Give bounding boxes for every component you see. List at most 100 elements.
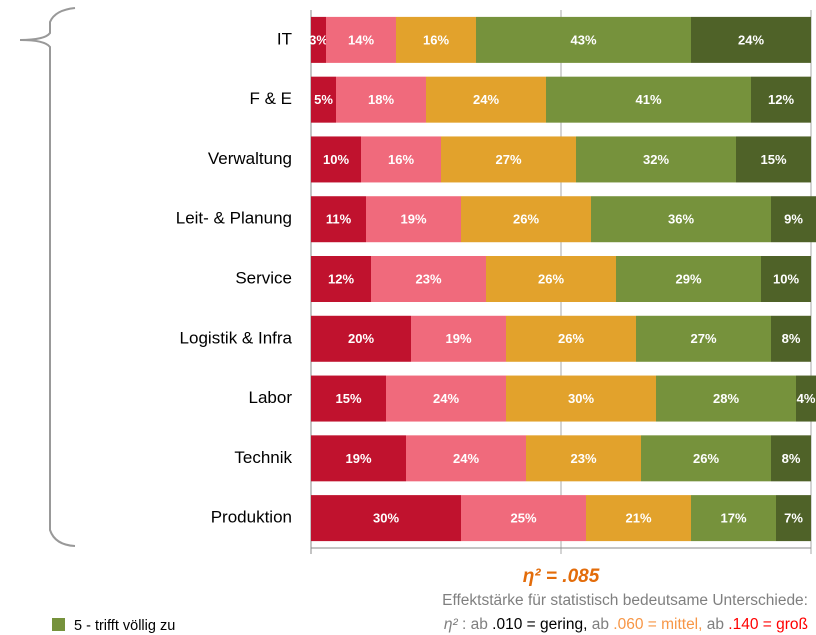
- effect-scale-part: ab: [702, 616, 728, 633]
- bar-segment: [761, 256, 811, 302]
- bar-segment: [311, 495, 461, 542]
- data-label: 36%: [668, 212, 694, 227]
- data-label: 3%: [309, 32, 328, 47]
- data-label: 23%: [415, 271, 441, 286]
- bar-segment: [411, 315, 506, 362]
- category-label: Verwaltung: [208, 149, 292, 168]
- legend-label: 5 - trifft völlig zu: [74, 618, 175, 634]
- bar-segment: [441, 136, 576, 183]
- data-label: 18%: [368, 92, 394, 107]
- data-label: 28%: [713, 391, 739, 406]
- data-label: 24%: [738, 32, 764, 47]
- effect-note: Effektstärke für statistisch bedeutsame …: [442, 592, 808, 609]
- data-label: 26%: [558, 331, 584, 346]
- bar-segment: [311, 375, 386, 422]
- bar-segment: [691, 495, 776, 542]
- bar-segment: [751, 76, 811, 123]
- data-label: 12%: [328, 271, 354, 286]
- effect-scale: η² : ab .010 = gering, ab .060 = mittel,…: [444, 616, 808, 633]
- category-label: Leit- & Planung: [176, 209, 292, 228]
- bar-segment: [361, 136, 441, 183]
- bar-segment: [396, 16, 476, 63]
- bar-segment: [311, 196, 366, 243]
- data-label: 24%: [453, 451, 479, 466]
- bar-segment: [656, 375, 796, 422]
- bar-segment: [426, 76, 546, 123]
- bar-segment: [636, 315, 771, 362]
- data-label: 4%: [797, 391, 816, 406]
- effect-scale-part: ab: [587, 616, 613, 633]
- data-label: 7%: [784, 511, 803, 526]
- bar-segment: [641, 435, 771, 482]
- bar-segment: [486, 256, 616, 302]
- bar-segment: [461, 196, 591, 243]
- bar-segment: [386, 375, 506, 422]
- effect-scale-part: .060 = mittel,: [613, 616, 702, 633]
- data-label: 27%: [495, 152, 521, 167]
- bar-segment: [546, 76, 751, 123]
- data-label: 30%: [373, 511, 399, 526]
- data-label: 27%: [690, 331, 716, 346]
- bar-segment: [476, 16, 691, 63]
- data-label: 8%: [782, 331, 801, 346]
- data-label: 26%: [693, 451, 719, 466]
- bar-segment: [311, 136, 361, 183]
- data-label: 21%: [625, 511, 651, 526]
- bar-segment: [366, 196, 461, 243]
- data-label: 12%: [768, 92, 794, 107]
- bar-segment: [326, 16, 396, 63]
- bar-segment: [371, 256, 486, 302]
- data-label: 30%: [568, 391, 594, 406]
- bar-segment: [776, 495, 811, 542]
- bar-segment: [406, 435, 526, 482]
- data-label: 24%: [433, 391, 459, 406]
- bar-segment: [311, 435, 406, 482]
- data-label: 32%: [643, 152, 669, 167]
- category-label: Labor: [249, 388, 293, 407]
- bar-segment: [311, 256, 371, 302]
- effect-scale-part: .140 = groß: [728, 616, 808, 633]
- bar-segment: [591, 196, 771, 243]
- data-label: 19%: [445, 331, 471, 346]
- brace: [19, 7, 76, 547]
- data-label: 10%: [323, 152, 349, 167]
- category-label: Logistik & Infra: [180, 328, 293, 347]
- data-label: 25%: [510, 511, 536, 526]
- data-label: 16%: [423, 32, 449, 47]
- data-label: 29%: [675, 271, 701, 286]
- data-label: 19%: [400, 212, 426, 227]
- bar-segment: [311, 76, 336, 123]
- category-label: Technik: [234, 448, 292, 467]
- bar-segment: [336, 76, 426, 123]
- data-label: 15%: [760, 152, 786, 167]
- bar-segment: [576, 136, 736, 183]
- bar-segment: [771, 315, 811, 362]
- data-label: 8%: [782, 451, 801, 466]
- bar-segment: [771, 435, 811, 482]
- data-label: 26%: [513, 212, 539, 227]
- bar-segment: [616, 256, 761, 302]
- bar-segment: [796, 375, 816, 422]
- data-label: 23%: [570, 451, 596, 466]
- effect-scale-part: .010 = gering,: [492, 616, 587, 633]
- data-label: 10%: [773, 271, 799, 286]
- category-label: Service: [235, 268, 292, 287]
- data-label: 5%: [314, 92, 333, 107]
- data-label: 17%: [720, 511, 746, 526]
- data-label: 26%: [538, 271, 564, 286]
- data-label: 19%: [345, 451, 371, 466]
- data-label: 11%: [326, 212, 352, 227]
- data-label: 9%: [784, 212, 803, 227]
- bar-segment: [586, 495, 691, 542]
- data-label: 43%: [570, 32, 596, 47]
- effect-scale-part: η²: [444, 616, 459, 633]
- bar-segment: [461, 495, 586, 542]
- bar-segment: [526, 435, 641, 482]
- category-label: Produktion: [211, 508, 292, 527]
- bar-segment: [506, 315, 636, 362]
- data-label: 24%: [473, 92, 499, 107]
- category-label: IT: [277, 29, 292, 48]
- data-label: 20%: [348, 331, 374, 346]
- annotation: η² = .085: [523, 566, 600, 587]
